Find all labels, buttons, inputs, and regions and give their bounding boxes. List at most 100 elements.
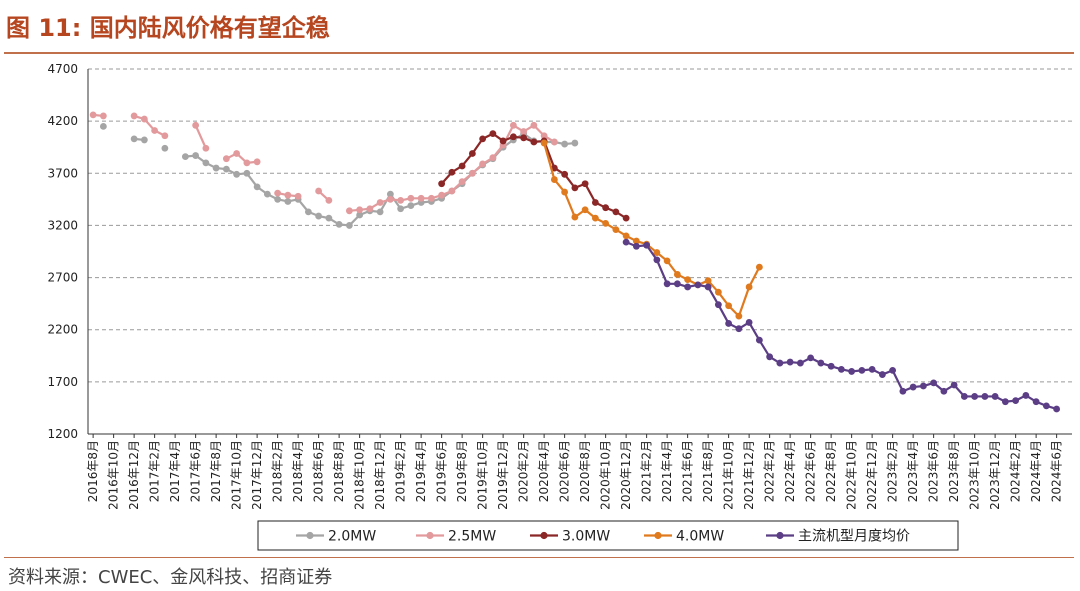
data-point (479, 160, 487, 168)
data-point (735, 312, 743, 320)
data-point (397, 205, 405, 213)
source-note: 资料来源：CWEC、金风科技、招商证券 (8, 567, 333, 588)
data-point (632, 242, 640, 250)
x-tick-label: 2020年6月 (558, 440, 572, 502)
data-point (263, 190, 271, 198)
series-3 (540, 139, 763, 320)
x-tick-label: 2018年2月 (271, 440, 285, 502)
data-point (673, 271, 681, 278)
series-2 (438, 130, 630, 222)
x-tick-label: 2022年8月 (824, 440, 838, 502)
x-tick-label: 2020年4月 (537, 440, 551, 502)
data-point (509, 133, 517, 141)
x-tick-label: 2018年10月 (353, 440, 367, 510)
data-point (837, 365, 845, 373)
x-tick-label: 2021年6月 (681, 440, 695, 502)
data-point (581, 180, 589, 188)
data-point (345, 207, 353, 215)
grid-lines (88, 68, 1072, 383)
y-tick-label: 3200 (47, 218, 78, 232)
data-point (448, 187, 456, 195)
x-tick-label: 2023年8月 (947, 440, 961, 502)
data-point (663, 257, 671, 265)
data-point (520, 134, 528, 142)
data-point (294, 192, 302, 200)
data-point (694, 281, 702, 289)
x-tick-label: 2017年8月 (209, 440, 223, 502)
legend-label: 2.5MW (448, 529, 496, 545)
data-point (653, 249, 661, 256)
data-point (643, 241, 651, 249)
data-point (581, 206, 589, 214)
data-point (212, 164, 220, 172)
data-point (540, 132, 548, 140)
x-tick-label: 2017年2月 (148, 440, 162, 502)
data-point (284, 198, 292, 205)
data-point (858, 366, 866, 374)
data-point (458, 162, 466, 170)
data-point (397, 197, 405, 204)
series-1 (89, 111, 558, 215)
data-point (1053, 405, 1061, 413)
data-point (622, 238, 630, 246)
x-tick-label: 2018年4月 (291, 440, 305, 502)
series-line (133, 114, 166, 137)
data-point (345, 222, 353, 229)
data-point (530, 138, 538, 146)
data-point (243, 169, 251, 177)
x-tick-label: 2017年6月 (189, 440, 203, 502)
data-point (274, 195, 282, 203)
data-point (1001, 398, 1009, 406)
data-point (561, 188, 569, 196)
legend-swatch-marker (426, 531, 434, 540)
data-point (89, 111, 97, 119)
data-point (335, 220, 343, 228)
data-point (1012, 397, 1020, 405)
data-point (561, 170, 569, 178)
legend-swatch-marker (776, 531, 784, 540)
data-point (499, 137, 507, 145)
x-tick-label: 2024年2月 (1009, 440, 1023, 502)
data-point (632, 237, 640, 245)
data-point (848, 368, 856, 375)
x-tick-label: 2021年10月 (722, 440, 736, 510)
x-tick-label: 2023年6月 (927, 440, 941, 502)
legend-box (257, 520, 959, 551)
data-point (161, 144, 169, 152)
data-point (99, 112, 107, 120)
data-point (520, 128, 528, 135)
page-title: 图 11: 国内陆风价格有望企稳 (6, 14, 330, 42)
y-tick-label: 3700 (47, 166, 78, 180)
data-point (745, 283, 753, 291)
data-point (233, 150, 241, 157)
y-tick-label: 4200 (47, 114, 78, 128)
data-point (438, 180, 446, 188)
y-tick-label: 1200 (47, 427, 78, 441)
data-point (315, 212, 323, 220)
data-point (684, 276, 692, 284)
data-point (130, 135, 138, 143)
data-point (325, 214, 333, 222)
footer-divider (4, 557, 1074, 558)
x-tick-label: 2022年4月 (783, 440, 797, 502)
x-tick-label: 2018年12月 (373, 440, 387, 510)
data-point (130, 112, 138, 120)
x-tick-label: 2021年12月 (742, 440, 756, 510)
data-point (222, 155, 230, 163)
x-tick-label: 2024年4月 (1029, 440, 1043, 502)
data-point (192, 121, 200, 129)
data-point (386, 190, 394, 198)
data-point (622, 232, 630, 240)
data-point (407, 194, 415, 202)
x-tick-label: 2021年4月 (660, 440, 674, 502)
x-tick-label: 2020年2月 (517, 440, 531, 502)
x-tick-label: 2022年2月 (763, 440, 777, 502)
data-point (356, 211, 364, 219)
x-tick-label: 2023年2月 (886, 440, 900, 502)
x-axis: 2016年8月 2016年10月 2016年12月 2017年2月 2017年4月 201… (86, 433, 1072, 510)
data-point (284, 191, 292, 199)
data-point (827, 362, 835, 370)
data-point (889, 366, 897, 374)
data-point (550, 138, 558, 146)
data-point (561, 140, 569, 148)
